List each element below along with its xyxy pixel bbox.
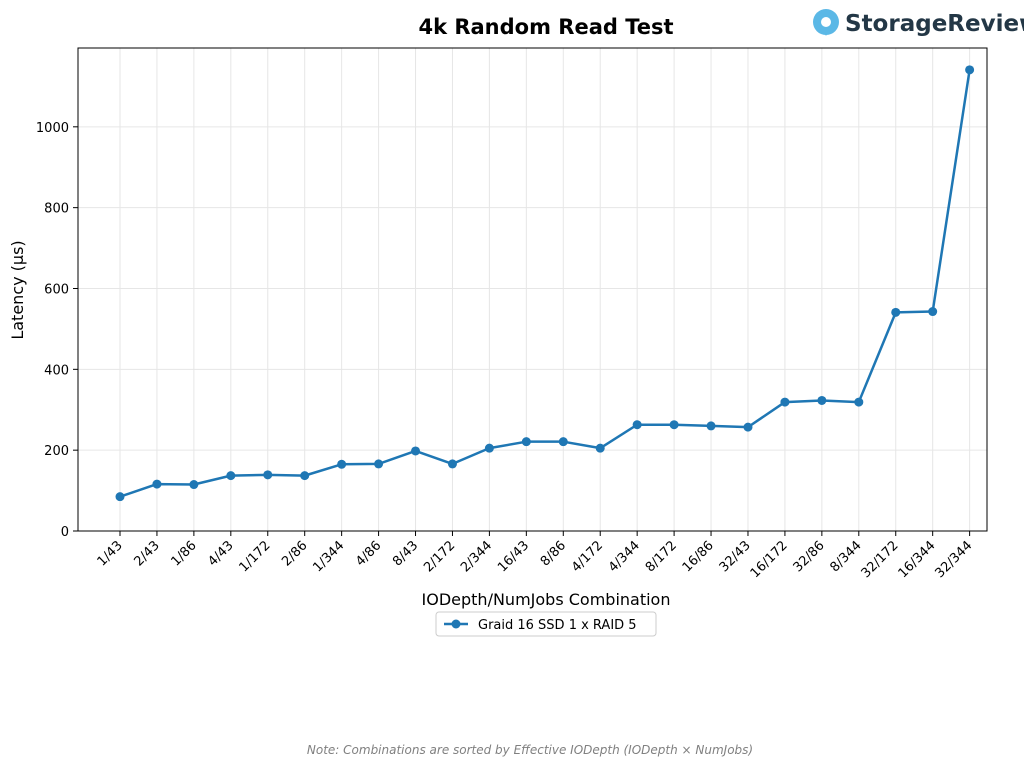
data-point[interactable] xyxy=(411,446,421,456)
x-tick-label: 1/172 xyxy=(236,538,273,575)
data-point[interactable] xyxy=(780,397,790,407)
data-point[interactable] xyxy=(374,459,384,469)
x-tick-label: 4/43 xyxy=(205,538,236,569)
x-tick-label: 32/86 xyxy=(791,538,828,575)
x-tick-label: 16/86 xyxy=(680,538,717,575)
series-line xyxy=(119,69,971,498)
legend-marker xyxy=(451,619,461,629)
data-point[interactable] xyxy=(706,421,716,431)
x-tick-label: 1/344 xyxy=(310,538,347,575)
x-tick-label: 4/344 xyxy=(606,538,643,575)
data-point[interactable] xyxy=(447,459,457,469)
x-tick-label: 4/86 xyxy=(353,538,384,569)
brand-name: StorageReview xyxy=(845,11,1024,37)
x-tick-label: 8/86 xyxy=(538,538,569,569)
x-tick-label: 16/43 xyxy=(495,538,532,575)
x-tick-label: 32/172 xyxy=(859,538,902,581)
x-tick-label: 32/344 xyxy=(932,538,975,581)
y-axis-label: Latency (µs) xyxy=(8,240,27,339)
footer-note: Note: Combinations are sorted by Effecti… xyxy=(307,743,753,757)
x-tick-label: 2/43 xyxy=(132,538,163,569)
y-tick-label: 800 xyxy=(44,202,69,217)
x-axis: 1/43 2/43 1/86 4/43 1/172 2/86 1/344 4/86 8/43 2/… xyxy=(95,531,975,581)
plot-frame xyxy=(77,47,988,532)
data-point[interactable] xyxy=(152,479,162,489)
x-tick-label: 16/344 xyxy=(896,538,939,581)
data-point[interactable] xyxy=(263,470,273,480)
data-point[interactable] xyxy=(337,459,347,469)
x-tick-label: 2/172 xyxy=(421,538,458,575)
x-tick-label: 8/43 xyxy=(390,538,421,569)
data-point[interactable] xyxy=(558,437,568,447)
data-point[interactable] xyxy=(115,492,125,502)
y-tick-label: 600 xyxy=(44,282,69,297)
x-tick-label: 1/86 xyxy=(168,538,199,569)
grid xyxy=(78,48,987,532)
x-tick-label: 16/172 xyxy=(748,538,791,581)
legend-box xyxy=(435,611,657,637)
y-tick-label: 400 xyxy=(44,363,69,378)
data-point[interactable] xyxy=(669,420,679,430)
x-tick-label: 8/172 xyxy=(643,538,680,575)
data-point[interactable] xyxy=(928,307,938,317)
x-tick-label: 1/43 xyxy=(95,538,126,569)
legend[interactable]: Graid 16 SSD 1 x RAID 5 xyxy=(435,611,657,637)
chart-title: 4k Random Read Test xyxy=(418,15,673,39)
data-point[interactable] xyxy=(965,65,975,75)
data-point[interactable] xyxy=(632,420,642,430)
data-point[interactable] xyxy=(854,397,864,407)
data-point[interactable] xyxy=(521,437,531,447)
brand-logo: StorageReview xyxy=(813,9,1024,37)
x-tick-label: 2/344 xyxy=(458,538,495,575)
y-axis: 0 200 400 600 800 1000 xyxy=(36,121,78,540)
data-point[interactable] xyxy=(743,422,753,432)
x-tick-label: 2/86 xyxy=(279,538,310,569)
y-tick-label: 0 xyxy=(61,525,69,540)
data-point[interactable] xyxy=(891,307,901,317)
data-point[interactable] xyxy=(595,443,605,453)
series-layer xyxy=(115,65,975,502)
x-tick-label: 4/172 xyxy=(569,538,606,575)
data-point[interactable] xyxy=(300,471,310,481)
data-point[interactable] xyxy=(226,471,236,481)
data-point[interactable] xyxy=(484,443,494,453)
y-tick-label: 1000 xyxy=(36,121,69,136)
data-point[interactable] xyxy=(189,480,199,490)
data-point[interactable] xyxy=(817,395,827,405)
legend-entry: Graid 16 SSD 1 x RAID 5 xyxy=(478,618,637,633)
x-axis-label: IODepth/NumJobs Combination xyxy=(422,590,671,609)
y-tick-label: 200 xyxy=(44,444,69,459)
